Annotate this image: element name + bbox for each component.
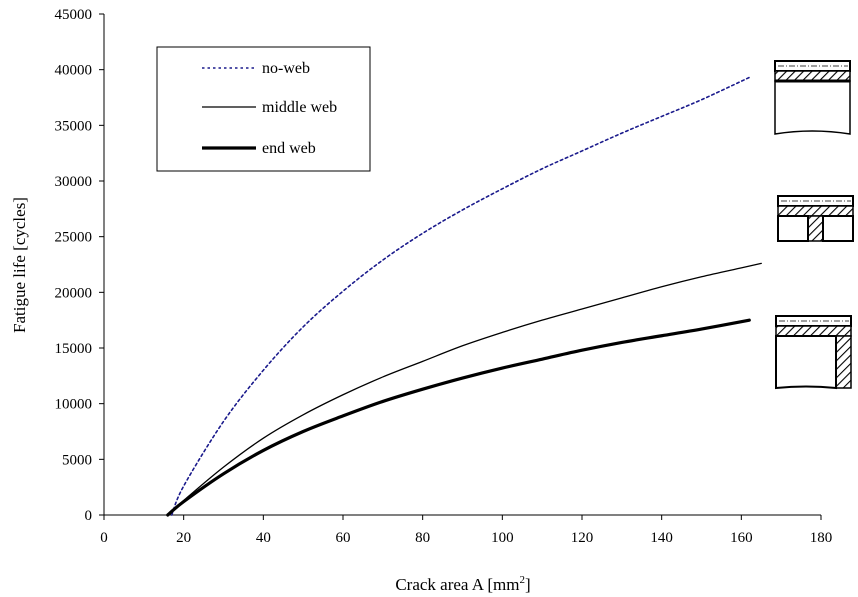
legend-label-middle-web: middle web	[262, 99, 337, 116]
series-line-end-web	[166, 318, 751, 517]
legend-label-end-web: end web	[262, 140, 316, 157]
series-line-middle-web	[167, 262, 762, 516]
y-axis-ticks: 0 5000 10000 15000 20000 25000 30000 35000 40000…	[55, 7, 104, 524]
legend-label-no-web: no-web	[262, 60, 310, 77]
y-tick-label: 45000	[55, 7, 93, 23]
y-tick-label: 5000	[62, 452, 92, 468]
x-tick-label: 20	[176, 530, 191, 546]
middle-web-section-icon	[777, 195, 854, 242]
y-tick-label: 15000	[55, 341, 93, 357]
x-axis-title-main: Crack area A [mm	[395, 575, 519, 594]
x-tick-label: 80	[415, 530, 430, 546]
x-tick-label: 120	[571, 530, 594, 546]
y-tick-label: 30000	[55, 174, 93, 190]
series-lines	[166, 76, 762, 517]
y-tick-label: 20000	[55, 285, 93, 301]
y-tick-label: 35000	[55, 118, 93, 134]
x-tick-label: 60	[336, 530, 351, 546]
x-tick-label: 40	[256, 530, 271, 546]
x-tick-label: 100	[491, 530, 514, 546]
x-tick-label: 180	[810, 530, 833, 546]
series-line-no-web	[170, 76, 751, 516]
y-tick-label: 0	[85, 508, 93, 524]
end-web-section-icon	[775, 315, 852, 390]
no-web-section-icon	[774, 60, 851, 135]
y-tick-label: 25000	[55, 230, 93, 246]
legend: no-web middle web end web	[156, 46, 371, 172]
legend-box	[156, 46, 371, 172]
x-tick-label: 140	[650, 530, 673, 546]
x-tick-label: 0	[100, 530, 108, 546]
y-tick-label: 40000	[55, 63, 93, 79]
x-axis-title-superscript: 2	[519, 574, 525, 586]
x-tick-label: 160	[730, 530, 753, 546]
y-tick-label: 10000	[55, 397, 93, 413]
y-axis-title: Fatigue life [cycles]	[10, 197, 29, 333]
x-axis-title-tail: ]	[525, 575, 531, 594]
x-axis-title: Crack area A [mm2]	[395, 574, 530, 594]
x-axis-ticks: 0 20 40 60 80 100 120 140 160 180	[100, 515, 832, 546]
